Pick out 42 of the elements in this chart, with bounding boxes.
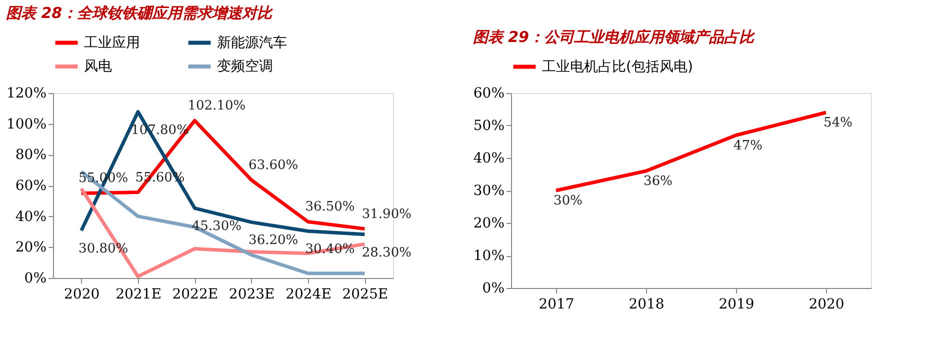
legend-label: 工业电机占比(包括风电) — [542, 58, 693, 75]
data-label: 28.30% — [362, 245, 412, 260]
y-tick-label: 100% — [6, 116, 46, 132]
y-tick-label: 20% — [15, 240, 46, 256]
y-tick-label: 80% — [15, 147, 46, 164]
y-tick-label: 0% — [24, 270, 46, 286]
y-tick-label: 60% — [473, 86, 504, 102]
y-tick-label: 40% — [15, 208, 46, 225]
x-tick-label: 2018 — [628, 296, 664, 312]
y-tick-label: 10% — [473, 248, 504, 264]
legend-label: 新能源汽车 — [217, 34, 287, 51]
y-tick-label: 0% — [482, 280, 504, 296]
y-tick-label: 120% — [6, 86, 46, 102]
chart-title: 图表 29：公司工业电机应用领域产品占比 — [472, 28, 756, 46]
x-tick-label: 2020 — [808, 296, 844, 312]
y-tick-label: 30% — [473, 183, 504, 199]
data-label: 30% — [554, 194, 582, 208]
data-label: 36.50% — [305, 200, 355, 215]
chart-title: 图表 28：全球钕铁硼应用需求增速对比 — [6, 4, 274, 22]
data-label: 63.60% — [248, 158, 298, 173]
x-tick-label: 2025E — [342, 286, 388, 302]
x-tick-label: 2023E — [228, 286, 275, 302]
x-tick-label: 2017 — [538, 296, 574, 312]
x-tick-label: 2022E — [172, 286, 218, 302]
y-tick-label: 20% — [473, 216, 504, 232]
data-label: 45.30% — [192, 219, 242, 234]
legend-label: 变频空调 — [217, 58, 273, 74]
y-tick-label: 60% — [15, 178, 46, 194]
data-label: 47% — [734, 138, 762, 154]
x-tick-label: 2024E — [286, 286, 332, 302]
data-label: 102.10% — [188, 98, 246, 114]
data-label: 36.20% — [248, 233, 298, 248]
x-tick-label: 2020 — [64, 286, 100, 302]
data-label: 54% — [824, 116, 852, 130]
x-tick-label: 2021E — [116, 286, 162, 302]
data-label: 36% — [644, 174, 672, 189]
y-tick-label: 40% — [473, 150, 504, 166]
x-tick-label: 2019 — [718, 296, 754, 312]
legend-label: 工业应用 — [84, 34, 140, 51]
data-label: 31.90% — [362, 206, 412, 222]
legend-label: 风电 — [84, 58, 112, 74]
y-tick-label: 50% — [473, 118, 504, 134]
